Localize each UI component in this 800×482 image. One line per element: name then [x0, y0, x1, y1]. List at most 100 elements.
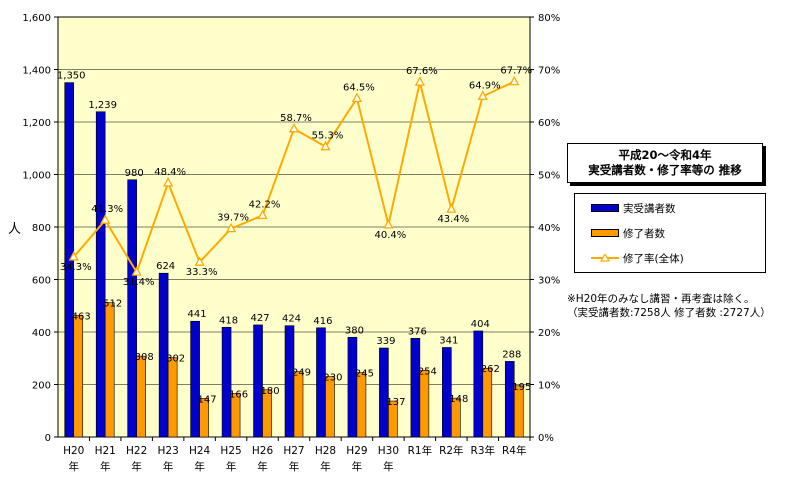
x-tick-label: H20 — [63, 445, 84, 457]
bar-completers — [167, 357, 178, 438]
x-tick-label: 年 — [352, 460, 363, 473]
bar-completers — [513, 385, 524, 438]
data-label-completers: 245 — [355, 369, 374, 380]
data-label-rate: 31.4% — [123, 277, 155, 288]
x-tick-label: H29 — [346, 445, 367, 457]
data-label-rate: 64.9% — [469, 80, 501, 91]
x-tick-label: 年 — [163, 460, 174, 473]
legend-label-rate: 修了率(全体) — [623, 252, 684, 265]
data-label-rate: 67.6% — [406, 66, 438, 77]
chart-title-box: 平成20～令和4年 実受講者数・修了率等の 推移 — [567, 143, 763, 183]
data-label-rate: 40.4% — [375, 230, 407, 241]
bar-completers — [388, 400, 398, 438]
rate-marker — [414, 76, 425, 86]
y-tick-label: 1,000 — [22, 171, 51, 182]
data-label-completers: 249 — [292, 368, 311, 379]
data-label-students: 380 — [345, 325, 364, 336]
x-tick-label: H24 — [189, 445, 211, 457]
data-label-completers: 463 — [72, 311, 91, 322]
data-label-students: 404 — [471, 319, 490, 330]
bar-students — [190, 320, 200, 438]
x-tick-label: 年 — [289, 460, 300, 473]
x-tick-label: 年 — [131, 460, 142, 473]
bar-completers — [451, 397, 461, 438]
footnote: ※H20年のみなし講習・再考査は除く。 （実受講者数:7258人 修了者数 :2… — [567, 292, 797, 320]
legend-label-completers: 修了者数 — [623, 227, 665, 240]
y2-tick-label: 30% — [538, 276, 560, 287]
y-tick-label: 600 — [32, 276, 51, 287]
rate-marker — [225, 222, 237, 233]
x-tick-label: R4年 — [502, 444, 526, 457]
data-label-rate: 48.4% — [154, 167, 186, 178]
bar-students — [442, 347, 452, 438]
rate-marker — [351, 92, 363, 103]
x-tick-label: H21 — [95, 445, 116, 457]
x-tick-label: 年 — [383, 460, 394, 473]
x-tick-label: 年 — [68, 460, 79, 473]
data-label-rate: 34.3% — [60, 262, 92, 273]
y2-tick-label: 0% — [538, 433, 554, 444]
y2-tick-label: 60% — [538, 118, 560, 129]
data-label-students: 624 — [156, 261, 175, 272]
bar-completers — [230, 393, 241, 438]
rate-marker — [320, 140, 331, 151]
legend: 実受講者数 修了者数 修了率(全体) — [574, 193, 766, 273]
legend-item-completers: 修了者数 — [575, 225, 665, 241]
data-label-rate: 42.2% — [249, 199, 281, 210]
y-tick-label: 1,600 — [22, 13, 51, 24]
y-tick-label: 200 — [32, 381, 51, 392]
x-tick-label: R2年 — [439, 444, 463, 457]
y-axis-label: 人 — [8, 222, 21, 237]
data-label-students: 376 — [408, 326, 427, 337]
x-tick-label: H28 — [315, 445, 336, 457]
data-label-rate: 33.3% — [186, 267, 218, 278]
rate-marker — [194, 256, 205, 266]
y-tick-label: 800 — [32, 223, 51, 234]
data-label-rate: 67.7% — [500, 66, 532, 77]
y-tick-label: 1,200 — [22, 118, 51, 129]
x-tick-label: R3年 — [471, 444, 495, 457]
y2-tick-label: 10% — [538, 381, 560, 392]
footnote-line-2: （実受講者数:7258人 修了者数 :2727人） — [567, 307, 771, 319]
bar-students — [347, 336, 358, 438]
rate-marker — [509, 75, 520, 86]
x-tick-label: H22 — [126, 445, 147, 457]
data-label-rate: 39.7% — [217, 213, 249, 224]
y2-tick-label: 40% — [538, 223, 560, 234]
data-label-completers: 137 — [386, 397, 405, 408]
bar-completers — [356, 372, 367, 438]
bar-students — [95, 111, 106, 438]
bar-completers — [482, 367, 493, 438]
data-label-rate: 43.4% — [437, 214, 469, 225]
data-label-students: 1,239 — [88, 100, 117, 111]
x-tick-label: H25 — [220, 445, 241, 457]
legend-label-students: 実受講者数 — [623, 202, 676, 215]
legend-item-students: 実受講者数 — [575, 200, 676, 216]
x-tick-label: H26 — [252, 445, 274, 457]
bar-students — [379, 347, 389, 438]
data-label-students: 339 — [376, 336, 395, 347]
rate-marker — [446, 203, 457, 213]
data-label-students: 424 — [282, 314, 301, 325]
y-tick-label: 1,400 — [22, 66, 51, 77]
bar-students — [504, 361, 515, 438]
rate-marker — [131, 266, 142, 276]
data-label-completers: 512 — [103, 299, 122, 310]
rate-marker — [288, 122, 300, 133]
data-label-completers: 254 — [418, 366, 437, 377]
rate-marker — [100, 214, 111, 224]
data-label-completers: 302 — [166, 354, 185, 365]
data-label-completers: 147 — [198, 394, 217, 405]
bar-completers — [325, 376, 335, 438]
data-label-completers: 308 — [135, 352, 154, 363]
data-label-completers: 148 — [449, 394, 468, 405]
bar-students — [473, 330, 484, 438]
rate-marker — [163, 177, 174, 187]
data-label-rate: 55.3% — [312, 131, 344, 142]
data-label-completers: 166 — [229, 389, 248, 400]
bar-students — [158, 272, 169, 438]
data-label-rate: 58.7% — [280, 113, 312, 124]
chart-title-line-1: 平成20～令和4年 — [618, 148, 712, 162]
bar-students — [284, 325, 295, 438]
